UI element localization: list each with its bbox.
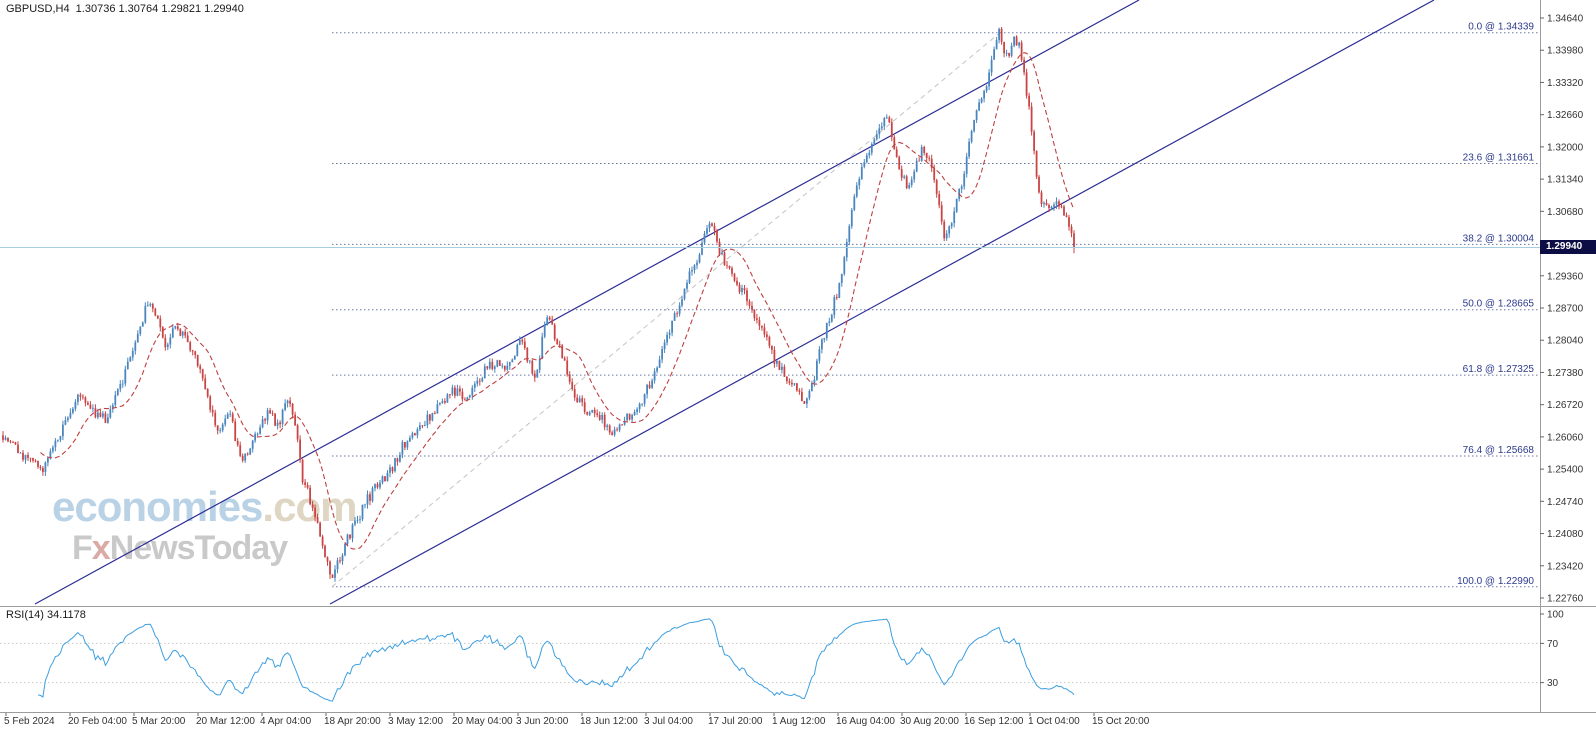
bull-wicks [5, 27, 1057, 582]
time-axis-label: 16 Sep 12:00 [964, 716, 1024, 727]
price-axis-label: 1.28700 [1547, 304, 1584, 315]
time-axis-label: 3 Jun 20:00 [516, 716, 569, 727]
price-axis-label: 1.31340 [1547, 175, 1584, 186]
time-axis-label: 5 Mar 20:00 [132, 716, 186, 727]
trend-channel-lines [34, 0, 1435, 605]
rsi-line [37, 618, 1075, 702]
rsi-indicator-label: RSI(14) 34.1178 [6, 609, 86, 621]
price-axis-label: 1.23420 [1547, 561, 1584, 572]
time-axis-label: 1 Oct 04:00 [1028, 716, 1080, 727]
channel-line [329, 0, 1435, 605]
time-axis-label: 1 Aug 12:00 [772, 716, 826, 727]
price-axis-label: 1.26720 [1547, 400, 1584, 411]
bull-bodies [4, 28, 1058, 578]
time-axis-label: 20 May 04:00 [452, 716, 513, 727]
watermark-sub-prefix: F [72, 529, 93, 567]
rsi-axis-label: 30 [1547, 678, 1559, 689]
fib-baseline-diagonal [331, 32, 1001, 588]
time-axis-label: 18 Jun 12:00 [580, 716, 638, 727]
price-axis-label: 1.25400 [1547, 465, 1584, 476]
fib-level-label: 38.2 @ 1.30004 [1463, 233, 1535, 244]
price-axis-label: 1.33320 [1547, 78, 1584, 89]
price-axis-label: 1.32000 [1547, 142, 1584, 153]
bear-bodies [2, 28, 1075, 578]
price-axis-label: 1.28040 [1547, 336, 1584, 347]
fib-level-label: 50.0 @ 1.28665 [1463, 299, 1535, 310]
price-axis-label: 1.22760 [1547, 594, 1584, 605]
channel-line [34, 0, 1140, 605]
price-axis[interactable]: 1.34640 1.33980 1.33320 1.32660 1.32000 1.313… [1540, 14, 1584, 605]
rsi-axis-label: 100 [1547, 610, 1564, 621]
rsi-axis-label: 70 [1547, 639, 1559, 650]
candlesticks [2, 27, 1075, 582]
panel-borders [0, 0, 1596, 713]
watermark-sub-x: x [91, 529, 111, 567]
bear-wicks [2, 27, 1075, 579]
fib-level-label: 61.8 @ 1.27325 [1463, 364, 1535, 375]
rsi-panel: 100 70 30 [0, 610, 1564, 702]
price-axis-label: 1.24740 [1547, 497, 1584, 508]
fibonacci-retracement: 0.0 @ 1.34339 23.6 @ 1.31661 38.2 @ 1.3000… [331, 22, 1540, 588]
price-axis-label: 1.29360 [1547, 271, 1584, 282]
time-axis-label: 30 Aug 20:00 [900, 716, 959, 727]
symbol-title: GBPUSD,H4 1.30736 1.30764 1.29821 1.2994… [6, 3, 244, 15]
fib-level-label: 23.6 @ 1.31661 [1463, 152, 1535, 163]
price-axis-label: 1.26060 [1547, 432, 1584, 443]
time-axis-label: 16 Aug 04:00 [836, 716, 895, 727]
fib-level-label: 76.4 @ 1.25668 [1463, 445, 1535, 456]
time-axis-label: 15 Oct 20:00 [1092, 716, 1150, 727]
watermark-brand: economies [52, 483, 263, 530]
moving-average-line [40, 52, 1075, 550]
time-axis-label: 4 Apr 04:00 [260, 716, 312, 727]
price-axis-label: 1.32660 [1547, 110, 1584, 121]
time-axis-label: 18 Apr 20:00 [324, 716, 381, 727]
time-axis-label: 20 Mar 12:00 [196, 716, 255, 727]
fib-level-label: 100.0 @ 1.22990 [1457, 576, 1534, 587]
watermark-line1: economies.com [52, 483, 357, 530]
time-axis[interactable]: 5 Feb 2024 20 Feb 04:00 5 Mar 20:00 20 Mar … [4, 713, 1150, 727]
fib-level-label: 0.0 @ 1.34339 [1468, 22, 1534, 33]
current-price-badge: 1.29940 [1540, 240, 1596, 255]
time-axis-label: 3 May 12:00 [388, 716, 443, 727]
price-axis-label: 1.30680 [1547, 207, 1584, 218]
time-axis-label: 17 Jul 20:00 [708, 716, 763, 727]
price-axis-label: 1.27380 [1547, 368, 1584, 379]
price-axis-label: 1.24080 [1547, 529, 1584, 540]
price-axis-label: 1.33980 [1547, 46, 1584, 57]
time-axis-label: 3 Jul 04:00 [644, 716, 693, 727]
time-axis-label: 20 Feb 04:00 [68, 716, 127, 727]
time-axis-label: 5 Feb 2024 [4, 716, 55, 727]
watermark: economies.com FxNewsToday [52, 483, 357, 566]
watermark-line2: FxNewsToday [72, 531, 356, 565]
price-axis-label: 1.34640 [1547, 14, 1584, 25]
watermark-sub-rest: NewsToday [109, 529, 288, 567]
